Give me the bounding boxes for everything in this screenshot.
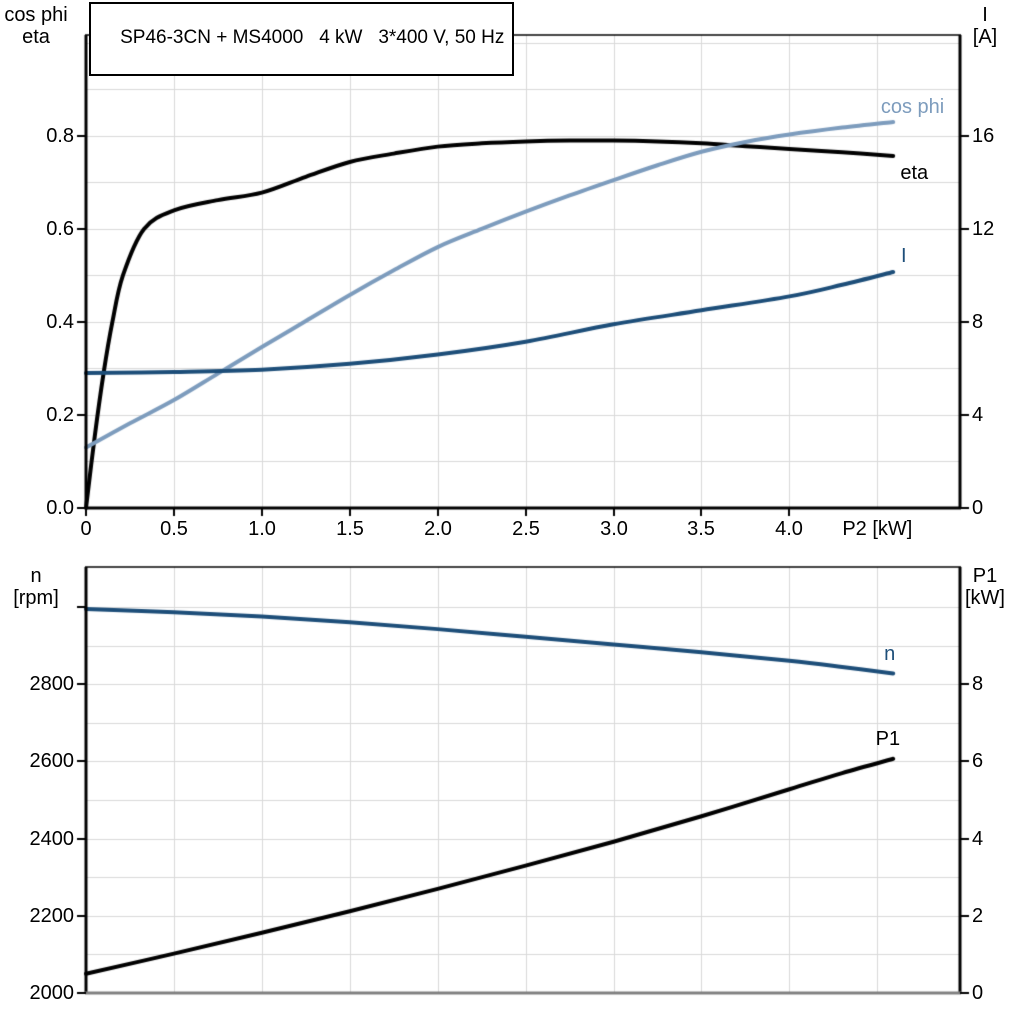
- x-tick-label: 3.5: [687, 518, 715, 540]
- right-tick-label: 2: [972, 905, 984, 927]
- top-right-axis-title: I [A]: [960, 4, 1010, 48]
- left-axis-title-line2: [rpm]: [13, 587, 59, 609]
- right-tick-label: 8: [972, 311, 984, 333]
- series-label-I: I: [900, 244, 907, 267]
- x-tick-label: 0: [80, 518, 92, 540]
- x-tick-label: 2.5: [512, 518, 540, 540]
- right-axis-title-line2: [kW]: [965, 587, 1005, 609]
- series-label-eta: eta: [900, 162, 929, 185]
- right-tick-label: 12: [972, 218, 995, 240]
- series-label-n: n: [884, 643, 896, 666]
- right-axis-title-line1: P1: [972, 565, 998, 587]
- x-tick-label: 2.0: [424, 518, 452, 540]
- top-left-axis-title: cos phi eta: [2, 4, 70, 48]
- right-tick-label: 6: [972, 750, 984, 772]
- x-tick-label: 1.0: [248, 518, 276, 540]
- left-axis-title-line2: eta: [22, 26, 50, 48]
- left-tick-label: 2200: [29, 905, 75, 927]
- right-tick-label: 4: [972, 404, 984, 426]
- left-tick-label: 0.2: [46, 404, 74, 426]
- bottom-left-axis-title: n [rpm]: [2, 565, 70, 609]
- right-tick-label: 16: [972, 125, 995, 147]
- bottom-right-axis-title: P1 [kW]: [958, 565, 1012, 609]
- right-tick-label: 4: [972, 828, 984, 850]
- title-box: SP46-3CN + MS4000 4 kW 3*400 V, 50 Hz: [89, 2, 515, 76]
- right-tick-label: 0: [972, 497, 984, 519]
- right-tick-label: 0: [972, 982, 984, 1004]
- left-tick-label: 2000: [29, 982, 75, 1004]
- x-tick-label: 1.5: [336, 518, 364, 540]
- left-tick-label: 0.6: [46, 218, 74, 240]
- x-tick-label: 0.5: [160, 518, 188, 540]
- x-axis-label: P2 [kW]: [842, 518, 913, 540]
- x-tick-label: 4.0: [775, 518, 803, 540]
- left-tick-label: 0.4: [46, 311, 74, 333]
- chart-title: SP46-3CN + MS4000 4 kW 3*400 V, 50 Hz: [120, 27, 505, 48]
- right-axis-title-line2: [A]: [972, 26, 998, 48]
- left-tick-label: 0.8: [46, 125, 74, 147]
- left-axis-title-line1: n: [30, 565, 42, 587]
- left-tick-label: 0.0: [46, 497, 74, 519]
- right-axis-title-line1: I: [982, 4, 988, 26]
- right-tick-label: 8: [972, 673, 984, 695]
- x-tick-label: 3.0: [600, 518, 628, 540]
- left-tick-label: 2400: [29, 828, 75, 850]
- left-tick-label: 2600: [29, 750, 75, 772]
- series-label-P1: P1: [875, 728, 901, 751]
- left-tick-label: 2800: [29, 673, 75, 695]
- left-axis-title-line1: cos phi: [4, 4, 68, 26]
- series-label-cos-phi: cos phi: [880, 96, 945, 119]
